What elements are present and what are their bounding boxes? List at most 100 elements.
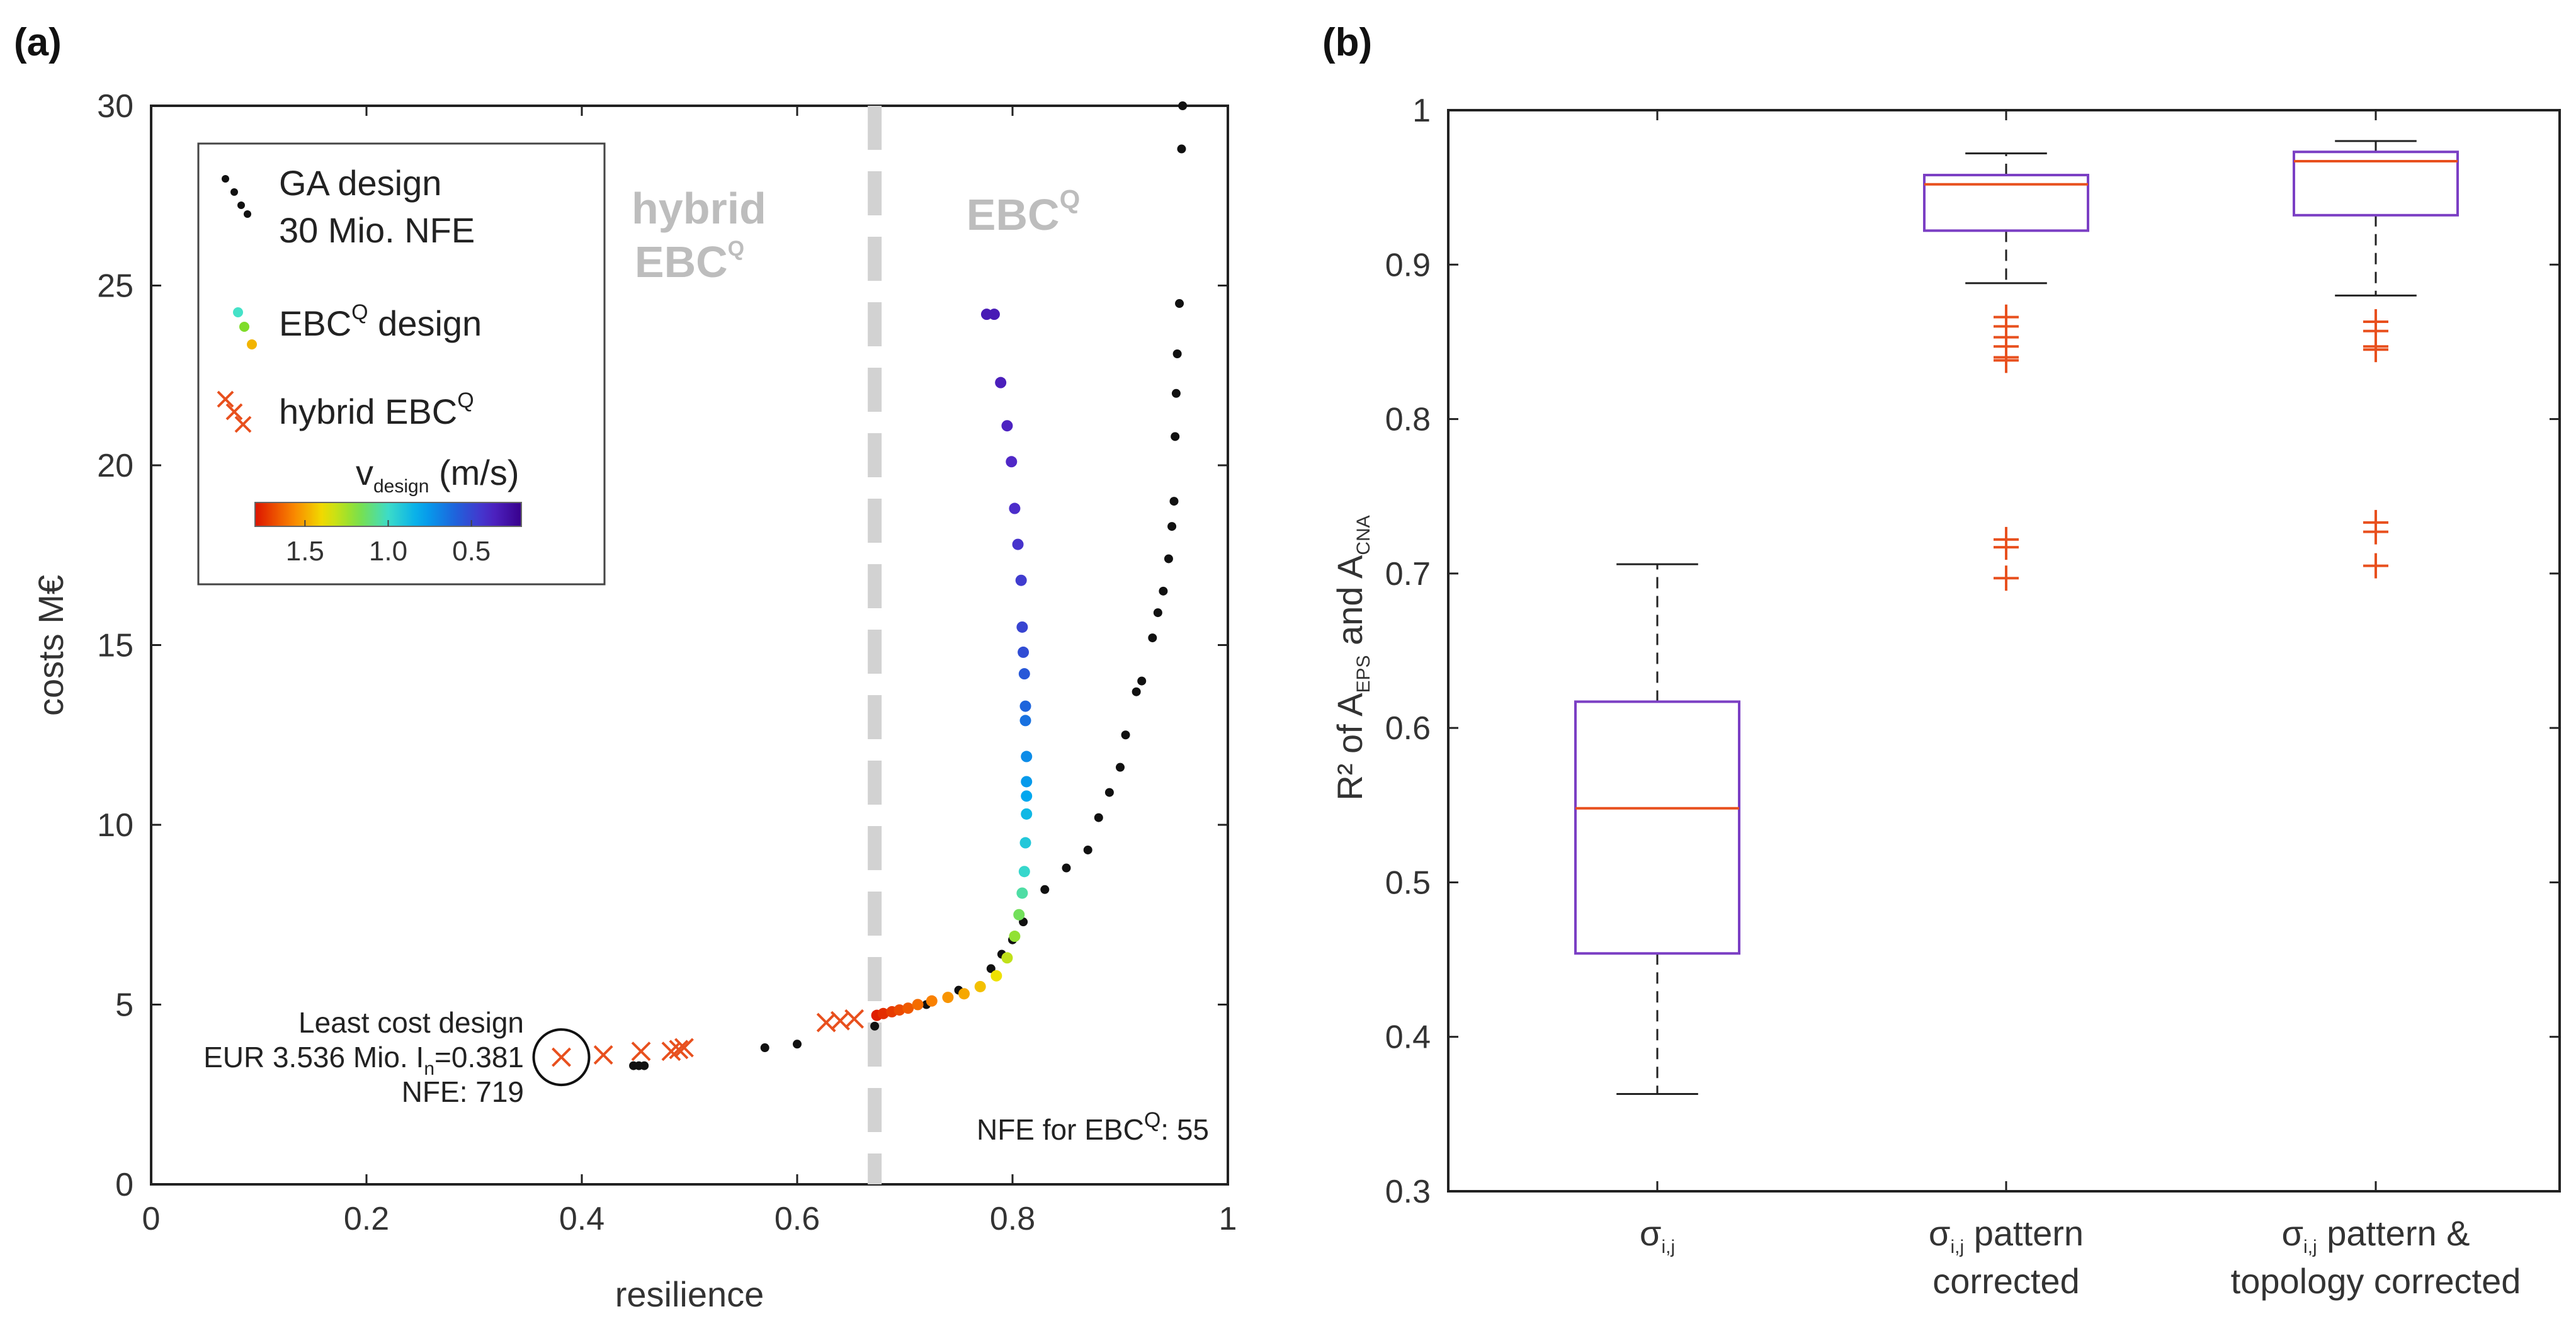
legend-ga-line-2: 30 Mio. NFE xyxy=(279,210,475,250)
colorbar-tick-label: 1.0 xyxy=(369,536,407,567)
legend-ebc-dots-icon xyxy=(233,307,257,349)
colorbar-tick-label: 0.5 xyxy=(452,536,491,567)
ebc-design-point xyxy=(1021,808,1033,820)
y-axis-label-a: costs M€ xyxy=(31,575,71,716)
y-tick-label-b: 0.5 xyxy=(1385,864,1431,901)
ebc-design-point xyxy=(942,992,954,1004)
boxplot-2 xyxy=(1923,152,2089,591)
ga-design-point xyxy=(1177,144,1186,154)
y-tick-label-b: 0.7 xyxy=(1385,556,1431,592)
ga-design-point xyxy=(1178,101,1188,110)
ga-design-point xyxy=(1104,788,1114,797)
legend-ebc: EBCQ design xyxy=(279,300,482,343)
ebc-design-point xyxy=(1013,909,1025,921)
series-hybrid-ebc xyxy=(552,1009,865,1067)
ebc-design-point xyxy=(1001,420,1013,432)
x-category-label-3: σi,j pattern & xyxy=(2281,1213,2470,1257)
ga-design-point xyxy=(1148,633,1157,643)
x-axis-ticks-a: 0 0.2 0.4 0.6 0.8 1 xyxy=(142,106,1237,1237)
legend-ga-dots-icon xyxy=(222,175,251,218)
least-cost-annotation: Least cost design EUR 3.536 Mio. In=0.38… xyxy=(203,1006,524,1108)
ga-design-point xyxy=(1153,608,1162,618)
ebc-design-point xyxy=(995,377,1007,388)
legend-hybrid: hybrid EBCQ xyxy=(279,388,474,431)
ga-design-point xyxy=(1137,676,1147,686)
y-tick-label-b: 0.3 xyxy=(1385,1174,1431,1210)
series-ebc-design xyxy=(871,309,1033,1021)
boxplot-3 xyxy=(2293,140,2459,579)
y-axis-ticks-b: 0.3 0.4 0.5 0.6 0.7 0.8 0.9 1 xyxy=(1385,93,2560,1210)
hybrid-ebc-point xyxy=(674,1038,694,1058)
ebc-design-point xyxy=(1016,887,1028,899)
y-tick-label-a: 25 xyxy=(97,268,133,305)
ebc-design-point xyxy=(1021,776,1033,788)
ebc-design-point xyxy=(1019,700,1031,712)
colorbar-title: vdesign (m/s) xyxy=(356,453,519,497)
ga-design-point xyxy=(986,964,996,973)
ebc-design-point xyxy=(1018,866,1030,878)
ebc-design-point xyxy=(877,1007,889,1019)
outlier-marker xyxy=(2363,553,2388,579)
legend-a: GA design 30 Mio. NFE EBCQ design hybrid… xyxy=(197,142,606,586)
ebc-design-point xyxy=(1012,538,1024,550)
iqr-box xyxy=(1923,174,2089,232)
outlier-marker xyxy=(1994,565,2019,591)
hybrid-ebc-point xyxy=(669,1040,689,1060)
y-axis-label-b: R² of AEPS and ACNA xyxy=(1330,515,1374,800)
iqr-box xyxy=(1574,700,1740,955)
y-axis-ticks-a: 0 5 10 15 20 25 30 xyxy=(97,88,1228,1203)
region-label-ebc: EBCQ xyxy=(967,184,1080,239)
ga-design-point xyxy=(760,1043,769,1053)
ga-design-point xyxy=(1169,497,1179,506)
least-cost-circle-marker xyxy=(532,1028,591,1087)
ebc-design-point xyxy=(894,1004,905,1016)
ebc-design-point xyxy=(1021,790,1033,802)
ebc-design-point xyxy=(1009,931,1021,943)
y-tick-label-a: 20 xyxy=(97,448,133,484)
ebc-design-point xyxy=(1019,715,1031,727)
ebc-design-point xyxy=(926,995,938,1007)
boxplots xyxy=(1574,140,2459,1095)
ebc-design-point xyxy=(1018,646,1030,658)
ga-design-point xyxy=(1121,730,1130,740)
ga-design-point xyxy=(1175,299,1184,309)
panel-label-a: (a) xyxy=(14,21,62,64)
ebc-design-point xyxy=(958,988,970,1000)
least-cost-line-1: Least cost design xyxy=(298,1006,524,1039)
ebc-design-point xyxy=(1019,837,1031,849)
least-cost-line-3: NFE: 719 xyxy=(402,1075,524,1108)
y-tick-label-b: 1 xyxy=(1412,93,1431,129)
ebc-design-point xyxy=(902,1002,914,1014)
x-tick-label-a: 0.8 xyxy=(990,1201,1035,1237)
hybrid-ebc-point xyxy=(661,1041,681,1062)
legend-hybrid-x-icon xyxy=(217,390,252,433)
outlier-marker xyxy=(1994,348,2019,373)
nfe-ebc-annotation: NFE for EBCQ: 55 xyxy=(977,1108,1209,1146)
ebc-design-point xyxy=(980,309,992,320)
ga-design-point xyxy=(1159,586,1168,596)
y-tick-label-a: 5 xyxy=(115,987,133,1024)
y-tick-label-b: 0.9 xyxy=(1385,247,1431,283)
y-tick-label-a: 10 xyxy=(97,807,133,844)
y-tick-label-a: 0 xyxy=(115,1167,133,1203)
panel-label-b: (b) xyxy=(1322,21,1372,64)
hybrid-ebc-point xyxy=(631,1041,651,1062)
colorbar-ticks: 1.5 1.0 0.5 xyxy=(286,520,491,567)
ebc-design-point xyxy=(912,999,924,1011)
ga-design-point xyxy=(1116,762,1125,772)
x-tick-label-a: 0.6 xyxy=(775,1201,820,1237)
ga-design-point xyxy=(1040,885,1050,894)
outlier-marker xyxy=(2363,519,2388,545)
ebc-design-point xyxy=(1015,574,1027,586)
ga-design-point xyxy=(1062,863,1071,873)
ebc-design-point xyxy=(1006,456,1018,468)
ebc-design-point xyxy=(1016,621,1028,633)
x-tick-label-a: 0 xyxy=(142,1201,161,1237)
region-label-hybrid-ebc: EBCQ xyxy=(635,237,744,286)
x-tick-label-a: 1 xyxy=(1219,1201,1237,1237)
ga-design-point xyxy=(1171,432,1180,441)
ebc-design-point xyxy=(1021,751,1033,762)
ga-design-point xyxy=(1167,522,1177,531)
